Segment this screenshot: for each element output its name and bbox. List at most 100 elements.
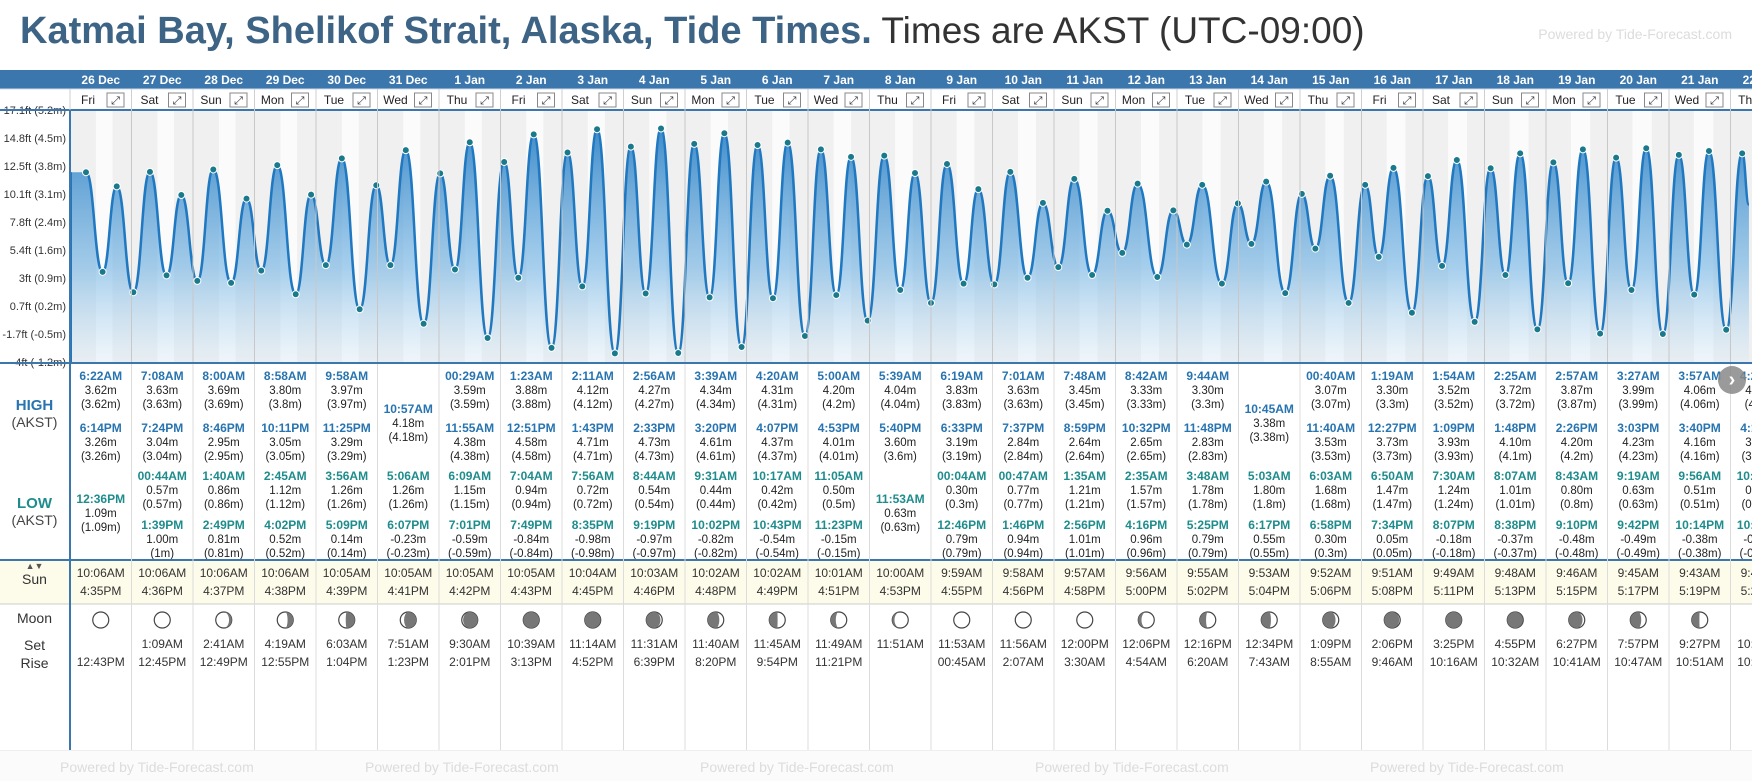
tide-point [1578, 145, 1587, 154]
high-tide-height: 3.88m [515, 385, 547, 397]
high-tide-time: 2:25AM [1494, 369, 1537, 383]
low-tide-height: 1.78m [1192, 485, 1224, 497]
expand-icon [844, 92, 863, 108]
y-tick-label: 10.1ft (3.1m) [4, 189, 66, 201]
expand-icon [168, 92, 186, 108]
low-tide-height-alt: (0.05m) [1372, 548, 1412, 560]
moon-phase-icon [1691, 611, 1709, 629]
high-tide-height-alt: (4.16m) [1680, 451, 1720, 463]
expand-icon-glyph: ⤢ [1218, 95, 1227, 107]
expand-icon [537, 92, 555, 108]
low-tide-time: 10:17AM [753, 469, 802, 483]
tide-point [529, 130, 538, 139]
sunset-time: 4:51PM [818, 584, 859, 598]
moon-rise-time: 2:01PM [449, 655, 490, 669]
low-tide-time: 8:07PM [1433, 518, 1475, 532]
low-tide-height: 0.86m [208, 485, 240, 497]
expand-icon [1582, 92, 1601, 108]
low-tide-height: 0.05m [1376, 534, 1408, 546]
low-tide-height-alt: (1.24m) [1434, 499, 1474, 511]
weekday-label: Tue [1185, 93, 1206, 107]
low-tide-height-alt: (1.78m) [1188, 499, 1228, 511]
moon-set-time: 11:14AM [569, 637, 616, 651]
high-tide-height-alt: (3.72m) [1495, 399, 1535, 411]
tide-point [737, 343, 746, 352]
high-tide-time: 9:44AM [1186, 369, 1229, 383]
moon-set-time: 12:16PM [1184, 637, 1232, 651]
moon-rise-time: 9:46AM [1372, 655, 1413, 669]
moon-rise-time: 10:41AM [1553, 655, 1601, 669]
low-tide-height-alt: (0.79m) [942, 548, 982, 560]
low-tide-height-alt: (1.21m) [1065, 499, 1105, 511]
low-tide-time: 7:04AM [510, 469, 553, 483]
moon-set-time: 1:09PM [1310, 637, 1351, 651]
high-tide-height-alt: (3.33m) [1126, 399, 1166, 411]
expand-icon [1336, 92, 1355, 108]
low-tide-time: 6:09AM [448, 469, 491, 483]
moon-rise-time: 4:54AM [1126, 655, 1167, 669]
moon-phase-icon [276, 611, 294, 629]
tide-point [177, 191, 186, 200]
tide-point [1738, 149, 1747, 158]
tide-point [1674, 150, 1683, 159]
page-title: Katmai Bay, Shelikof Strait, Alaska, Tid… [20, 10, 1365, 53]
date-header: 4 Jan [639, 73, 670, 87]
low-tide-height-alt: (0.5m) [822, 499, 855, 511]
low-tide-time: 7:01PM [449, 518, 491, 532]
low-tide-time: 11:05AM [814, 469, 863, 483]
tide-rows [0, 363, 1752, 560]
expand-icon [414, 92, 432, 108]
high-tide-height: 4.71m [577, 437, 609, 449]
low-tide-height: -0.49m [1620, 534, 1656, 546]
sunrise-time: 10:02AM [753, 566, 801, 580]
moon-rise-time: 1:04PM [326, 655, 367, 669]
low-tide-height-alt: (1.15m) [450, 499, 490, 511]
expand-icon [906, 92, 924, 108]
tide-point [1311, 244, 1320, 253]
low-tide-time: 9:10PM [1556, 518, 1598, 532]
high-tide-height-alt: (3.6m) [884, 451, 917, 463]
expand-icon-glyph: ⤢ [111, 95, 120, 107]
low-tide-height: 0.96m [1130, 534, 1162, 546]
low-tide-time: 3:56AM [325, 469, 368, 483]
tide-point [273, 161, 282, 170]
low-tide-height: 1.15m [454, 485, 486, 497]
powered-by-watermark: Powered by Tide-Forecast.com [1538, 26, 1732, 42]
tide-point [129, 288, 138, 297]
tide-point [1486, 164, 1495, 173]
expand-icon-glyph: ⤢ [1095, 95, 1104, 107]
weekday-label: Sun [631, 93, 652, 107]
low-tide-time: 7:56AM [571, 469, 614, 483]
expand-icon-glyph: ⤢ [726, 95, 735, 107]
date-header: 9 Jan [946, 73, 977, 87]
weekday-row [0, 89, 1752, 110]
moon-set-time: 4:55PM [1495, 637, 1536, 651]
low-tide-time: 9:19PM [633, 518, 675, 532]
sun-label: ▲▼ Sun [0, 562, 69, 588]
tide-chart: 17.1ft (5.2m)14.8ft (4.5m)12.5ft (3.8m)1… [0, 70, 1752, 750]
low-tide-time: 2:35AM [1125, 469, 1168, 483]
low-tide-height: -0.82m [698, 534, 734, 546]
high-tide-height: 3.97m [331, 385, 363, 397]
moon-phase-icon [215, 611, 233, 629]
moon-phase-icon [92, 611, 110, 629]
sunrise-time: 9:58AM [1003, 566, 1044, 580]
location-title: Katmai Bay, Shelikof Strait, Alaska, Tid… [20, 10, 872, 52]
low-tide-height-alt: (1.47m) [1372, 499, 1412, 511]
high-tide-time: 1:23AM [510, 369, 553, 383]
weekday-label: Mon [691, 93, 714, 107]
high-tide-height-alt: (3.93m) [1434, 451, 1474, 463]
high-tide-height: 4.38m [454, 437, 486, 449]
moon-phase-icon [1568, 611, 1586, 629]
low-tide-height-alt: (1.26m) [388, 499, 428, 511]
moon-set-time: 10:39AM [507, 637, 555, 651]
low-tide-height-alt: (-0.19m) [1740, 548, 1752, 560]
low-tide-time: 4:02PM [264, 518, 306, 532]
chart-axis-area [0, 110, 70, 362]
sunrise-time: 10:06AM [261, 566, 309, 580]
low-tide-height-alt: (1.8m) [1253, 499, 1286, 511]
sunset-time: 4:38PM [265, 584, 306, 598]
expand-icon [967, 92, 986, 108]
moon-rise-time: 10:16AM [1430, 655, 1478, 669]
low-tide-height: 0.52m [269, 534, 301, 546]
